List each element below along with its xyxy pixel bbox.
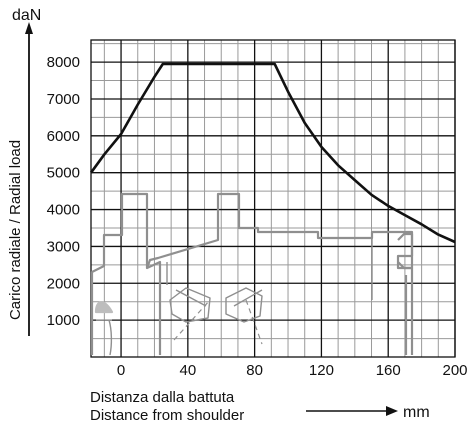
chart-grid	[90, 39, 456, 358]
x-tick-label: 160	[376, 362, 401, 379]
y-axis-arrow	[25, 22, 33, 336]
y-unit-label: daN	[12, 7, 41, 24]
x-axis-title-en: Distance from shoulder	[90, 407, 244, 424]
series-line	[89, 62, 456, 244]
x-tick-label: 0	[117, 362, 125, 379]
y-tick-label: 5000	[47, 165, 80, 182]
x-tick-label: 80	[246, 362, 263, 379]
y-tick-labels: 1000 2000 3000 4000 5000 6000 7000 8000	[47, 54, 80, 329]
left-roller-outline	[169, 287, 211, 323]
right-roller-outline	[225, 287, 263, 323]
y-tick-label: 1000	[47, 312, 80, 329]
x-tick-label: 120	[309, 362, 334, 379]
x-axis-arrow	[306, 406, 398, 416]
shaft-outline-left	[90, 192, 162, 355]
center-axis	[173, 299, 263, 345]
housing-rim	[397, 232, 414, 270]
x-unit-label: mm	[403, 404, 430, 421]
y-tick-label: 4000	[47, 202, 80, 219]
y-tick-label: 8000	[47, 54, 80, 71]
y-tick-label: 6000	[47, 128, 80, 145]
plot-frame	[90, 39, 456, 358]
y-tick-label: 3000	[47, 238, 80, 255]
x-tick-labels: 0 40 80 120 160 200	[117, 362, 468, 379]
x-axis-title-it: Distanza dalla battuta	[90, 389, 235, 406]
seal-arc	[94, 301, 114, 314]
y-tick-label: 7000	[47, 91, 80, 108]
x-tick-label: 200	[442, 362, 467, 379]
bearing-housing-outline	[145, 192, 414, 269]
y-axis-title: Carico radiale / Radial load	[7, 140, 24, 320]
bearing-shaft-drawing	[90, 192, 414, 356]
housing-end-outline	[396, 254, 414, 355]
x-tick-label: 40	[180, 362, 197, 379]
roller-cage	[175, 289, 263, 307]
y-tick-label: 2000	[47, 275, 80, 292]
shaft-bore	[108, 319, 113, 356]
